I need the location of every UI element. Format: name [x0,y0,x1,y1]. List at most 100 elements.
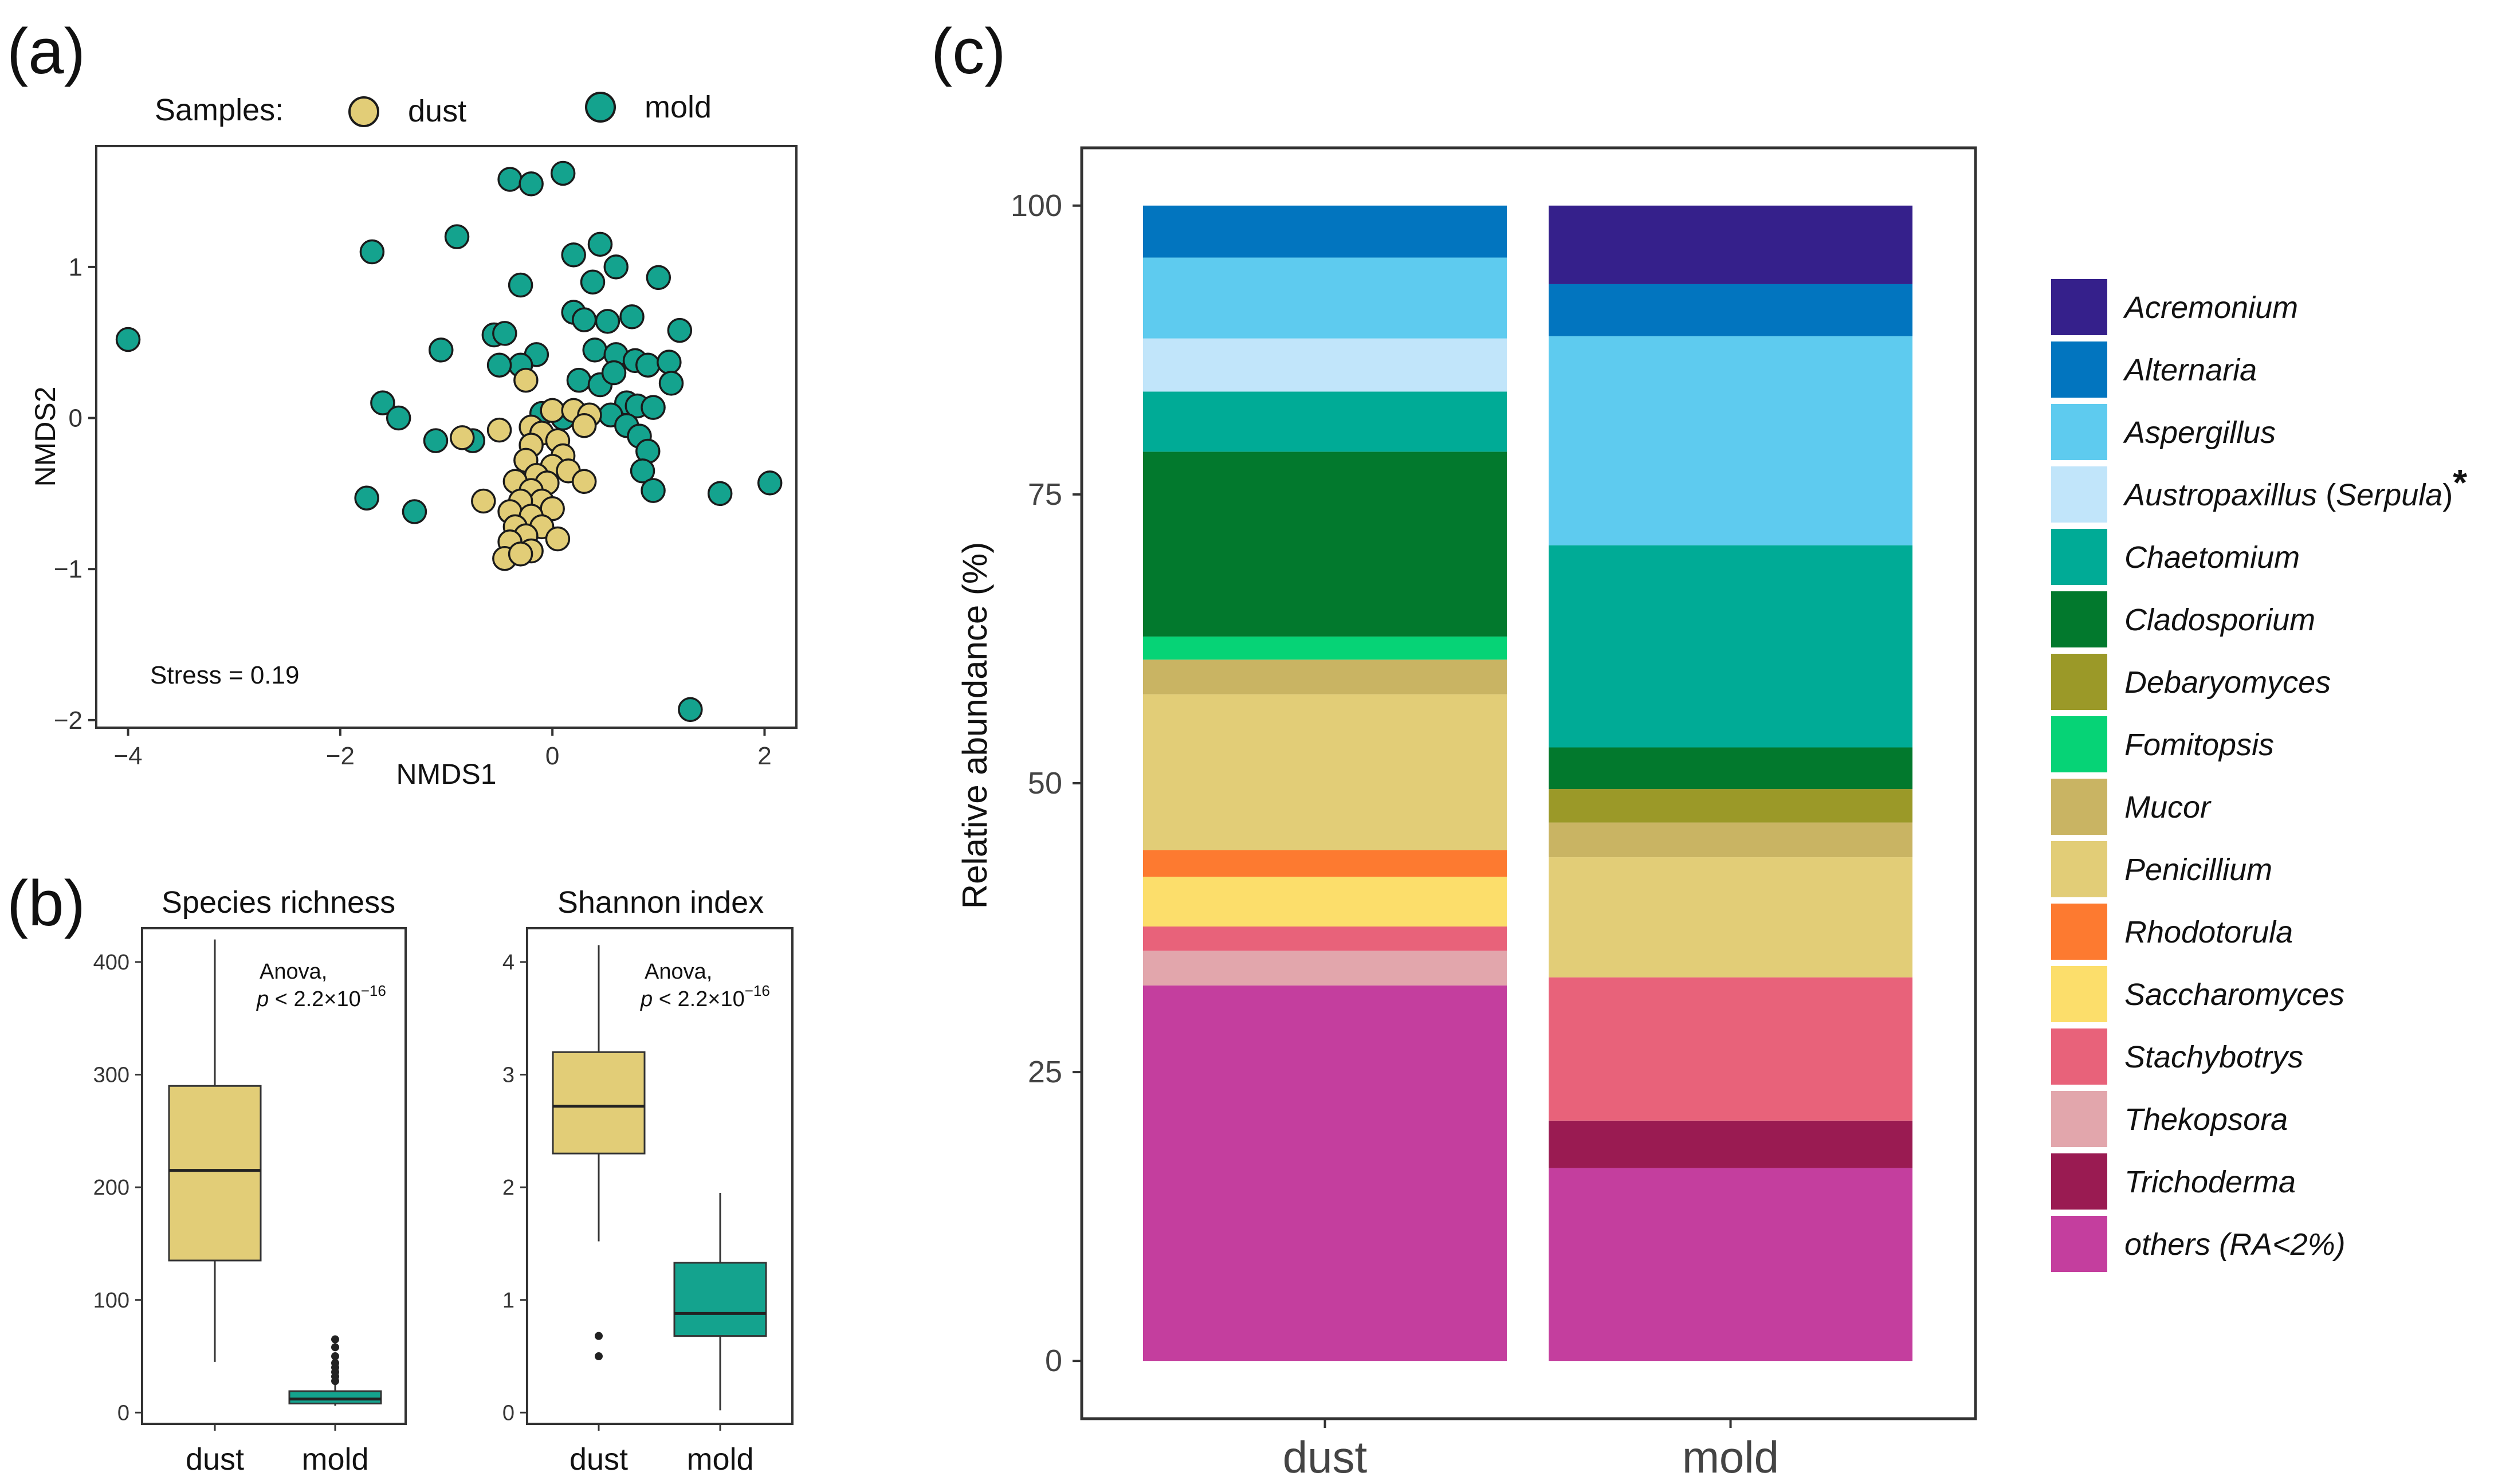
panel-b2-frame [526,927,794,1425]
b2-anova-exponent: −16 [745,982,770,999]
legend-swatch [2051,341,2107,398]
dust-segment [1143,877,1507,927]
dust-segment [1143,850,1507,877]
panel-a-points [115,160,783,723]
mold-point [115,327,141,352]
mold-segment [1549,205,1912,284]
dust-segment [1143,694,1507,850]
legend-label-part: Austropaxillus [2123,478,2326,512]
dust-x-label: dust [1283,1432,1368,1482]
panel-a-x-label: NMDS1 [396,758,496,790]
mold-outlier [331,1359,339,1367]
y-tick-label: −2 [54,706,83,735]
mold-segment [1549,336,1912,545]
legend-swatch [2051,1028,2107,1085]
panel-b1-boxes [168,939,382,1406]
b2-anova-p: p [640,987,653,1011]
mold-point [359,239,385,265]
dust-segment [1143,985,1507,1361]
legend-swatch [2051,1153,2107,1210]
mold-point [486,352,512,378]
mold-point [657,350,682,375]
legend-swatch [2051,279,2107,335]
mold-segment [1549,545,1912,748]
legend-label: Mucor [2124,790,2212,825]
mold-segment [1549,1120,1912,1168]
y-tick-label: 100 [1011,189,1062,223]
dust-box [552,1051,646,1155]
legend-label: Chaetomium [2124,540,2300,575]
legend-label: others (RA<2%) [2124,1227,2346,1262]
dust-segment [1143,205,1507,258]
dust-x-label: dust [570,1442,628,1477]
mold-point [492,321,517,346]
y-tick-label: 200 [93,1176,129,1200]
y-tick-label: 75 [1028,477,1062,512]
panel-b2-boxes [552,945,767,1411]
legend-marker-dust [348,96,379,127]
panel-label-b: (b) [7,867,85,939]
b2-anova-line2: p < 2.2×10−16 [640,982,770,1011]
legend-label: Rhodotorula [2124,915,2293,949]
panel-b2-y-ticks: 0 1 2 3 4 [502,951,527,1425]
legend-swatch [2051,779,2107,835]
legend-label-part: ) [2442,478,2453,512]
mold-point [580,269,606,295]
mold-point [519,171,544,197]
dust-segment [1143,659,1507,694]
y-tick-label: 400 [93,951,129,975]
legend-label: Saccharomyces [2124,977,2344,1012]
panel-a-y-label: NMDS2 [29,386,61,486]
legend-swatch [2051,1091,2107,1147]
panel-c-x-labels: dust mold [1283,1419,1779,1482]
b2-anova-line1: Anova, [645,960,712,984]
mold-point [635,352,661,378]
legend-label: Penicillium [2124,853,2272,887]
legend-label-part: Serpula [2336,478,2442,512]
dust-point [471,488,496,514]
mold-point [658,371,684,396]
mold-point [423,428,449,453]
legend-swatch [2051,966,2107,1022]
dust-box [168,1085,262,1262]
mold-x-label: mold [1682,1432,1779,1482]
legend-label: Fomitopsis [2124,728,2274,762]
b1-anova-line2: p < 2.2×10−16 [256,982,386,1011]
mold-segment [1549,857,1912,977]
dust-segment [1143,338,1507,392]
dust-segment [1143,452,1507,637]
y-tick-label: 0 [69,405,83,433]
legend-label: Trichoderma [2124,1165,2296,1199]
panel-label-a: (a) [7,15,85,87]
shannon-index-title: Shannon index [557,885,764,920]
dust-segment [1143,391,1507,452]
legend-marker-mold [585,92,616,123]
y-tick-label: 0 [1045,1344,1062,1378]
y-tick-label: 3 [502,1063,514,1088]
b2-anova-value: < 2.2×10 [653,987,745,1011]
mold-segment [1549,789,1912,823]
mold-point [354,485,379,511]
mold-point [386,405,411,431]
x-tick-label: −4 [113,742,142,770]
mold-point [402,499,427,524]
mold-point [630,458,655,484]
x-tick-label: 2 [757,742,771,770]
panel-c-y-label: Relative abundance (%) [956,542,994,909]
panel-a-y-ticks: −2 −1 0 1 [54,253,96,735]
mold-segment [1549,747,1912,790]
dust-point [508,541,533,567]
legend-label-dust: dust [408,94,466,128]
mold-point [444,224,470,249]
mold-segment [1549,1168,1912,1361]
y-tick-label: 0 [117,1401,129,1425]
legend-label: Aspergillus [2123,415,2276,450]
panel-c-legend: Acremonium Alternaria Aspergillus Austropax… [2051,279,2467,1272]
legend-label-part: ( [2326,478,2336,512]
y-tick-label: 100 [93,1289,129,1313]
legend-swatch [2051,1216,2107,1272]
y-tick-label: 4 [502,951,514,975]
mold-point [667,317,693,343]
panel-c-bars [1143,205,1912,1361]
mold-segment [1549,822,1912,858]
